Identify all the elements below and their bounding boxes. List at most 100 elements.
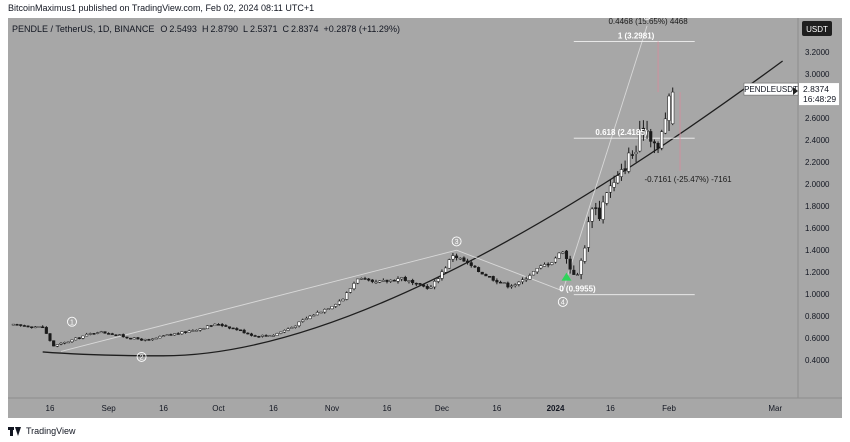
candle-bull [638, 130, 642, 152]
candle-bear [77, 337, 81, 339]
time-axis[interactable]: 16 Sep 16 Oct 16 Nov 16 Dec 16 2024 16 Feb Mar [46, 404, 783, 413]
candle-bull [341, 298, 345, 302]
measure-up-label: 0.4468 (15.65%) 4468 [608, 18, 688, 26]
candle-bull [312, 314, 316, 317]
price-tick-label: 2.4000 [805, 136, 830, 145]
candle-bull [601, 201, 605, 220]
candle-bear [466, 260, 470, 263]
candle-bull [191, 330, 195, 332]
price-axis[interactable]: 3.40003.20003.00002.80002.60002.40002.20… [805, 26, 830, 365]
candle-bull [286, 328, 290, 331]
last-price-marker: PENDLEUSDT 2.8374 16:48:29 [743, 82, 839, 106]
wave-projection-line [60, 249, 457, 352]
price-chart[interactable]: 1 (3.2981) 0.618 (2.4185) 0 (0.9955) 0.4468… [8, 18, 842, 418]
candle-bear [594, 207, 598, 209]
candle-bull [260, 334, 265, 337]
ohlc-l-label: L [243, 24, 248, 34]
candle-bull [539, 265, 543, 269]
scroll-right-icon[interactable] [793, 87, 798, 95]
candle-bear [572, 269, 576, 275]
wave-projection-line [456, 249, 563, 292]
candle-bull [444, 267, 448, 273]
wave-label-circle [643, 18, 651, 20]
candle-bull [88, 333, 92, 335]
candle-bull [407, 280, 411, 282]
candle-bull [63, 342, 67, 344]
candle-bear [224, 325, 228, 327]
candle-bull [55, 344, 59, 347]
candle-bull [374, 281, 378, 284]
candle-bear [231, 327, 235, 330]
candle-bull [279, 331, 283, 334]
candle-bull [172, 333, 177, 336]
candle-bull [330, 306, 334, 310]
candle-bull [520, 279, 525, 283]
wave-label: 4 [561, 300, 565, 307]
time-tick-label: Sep [101, 404, 116, 413]
candle-bear [480, 271, 484, 275]
candle-bear [114, 334, 118, 337]
candle-bear [630, 154, 634, 156]
symbol-legend[interactable]: PENDLE / TetherUS, 1D, BINANCE O 2.5493 H 2.… [12, 24, 400, 34]
support-curve-line [42, 60, 783, 357]
candle-bull [513, 284, 517, 286]
candle-bull [528, 275, 532, 280]
price-tick-label: 2.0000 [805, 180, 830, 189]
publisher-info: BitcoinMaximus1 published on TradingView… [8, 3, 315, 13]
ohlc-o-label: O [160, 24, 167, 34]
candle-bear [30, 326, 34, 328]
candle-bull [315, 312, 319, 316]
candle-bear [246, 332, 250, 335]
chart-area[interactable]: 1 (3.2981) 0.618 (2.4185) 0 (0.9955) 0.4468… [8, 18, 842, 418]
candle-bull [605, 192, 609, 204]
candle-bull [70, 339, 74, 343]
candle-bear [238, 329, 243, 332]
candle-bull [198, 328, 202, 331]
candle-bear [129, 337, 133, 340]
price-tick-label: 3.0000 [805, 70, 830, 79]
candle-bull [433, 280, 437, 288]
candle-bull [268, 335, 272, 337]
time-tick-label: 16 [269, 404, 278, 413]
candle-bear [649, 131, 653, 142]
candle-bull [187, 330, 191, 333]
candle-bear [641, 127, 645, 131]
candle-bull [74, 337, 78, 341]
candle-bull [271, 335, 275, 337]
candle-bull [586, 221, 591, 248]
bar-countdown: 16:48:29 [803, 94, 836, 104]
currency-badge[interactable] [802, 21, 832, 36]
candle-bull [326, 308, 330, 310]
candle-bull [645, 130, 649, 132]
candle-bull [118, 334, 122, 336]
candle-bull [59, 342, 63, 345]
candle-bear [473, 265, 477, 268]
time-tick-label: Mar [768, 404, 782, 413]
price-tick-label: 0.8000 [805, 312, 830, 321]
wave-label: 5 [645, 18, 649, 20]
candle-bull [436, 278, 440, 282]
candle-bull [323, 309, 327, 313]
candle-bear [367, 278, 371, 281]
wave-projection-line [562, 25, 648, 292]
candle-bull [531, 271, 536, 276]
time-tick-label: 16 [492, 404, 501, 413]
candle-bear [19, 324, 23, 326]
candle-bear [216, 324, 221, 326]
candle-bear [209, 325, 213, 327]
candle-bull [352, 283, 356, 290]
candle-bear [498, 281, 503, 284]
candle-bear [414, 282, 418, 285]
fib-level-label: 0.618 (2.4185) [595, 128, 647, 137]
candle-bull [96, 332, 100, 334]
tradingview-logo[interactable]: TradingView [8, 426, 76, 436]
candle-bull [33, 326, 37, 329]
wave-label: 1 [70, 320, 74, 327]
candle-bull [590, 208, 594, 222]
candle-bull [337, 300, 341, 305]
wave-label: 2 [140, 355, 144, 362]
candle-bull [66, 341, 70, 344]
candle-bull [202, 328, 206, 330]
candle-bear [491, 276, 495, 281]
candle-bull [154, 337, 158, 340]
